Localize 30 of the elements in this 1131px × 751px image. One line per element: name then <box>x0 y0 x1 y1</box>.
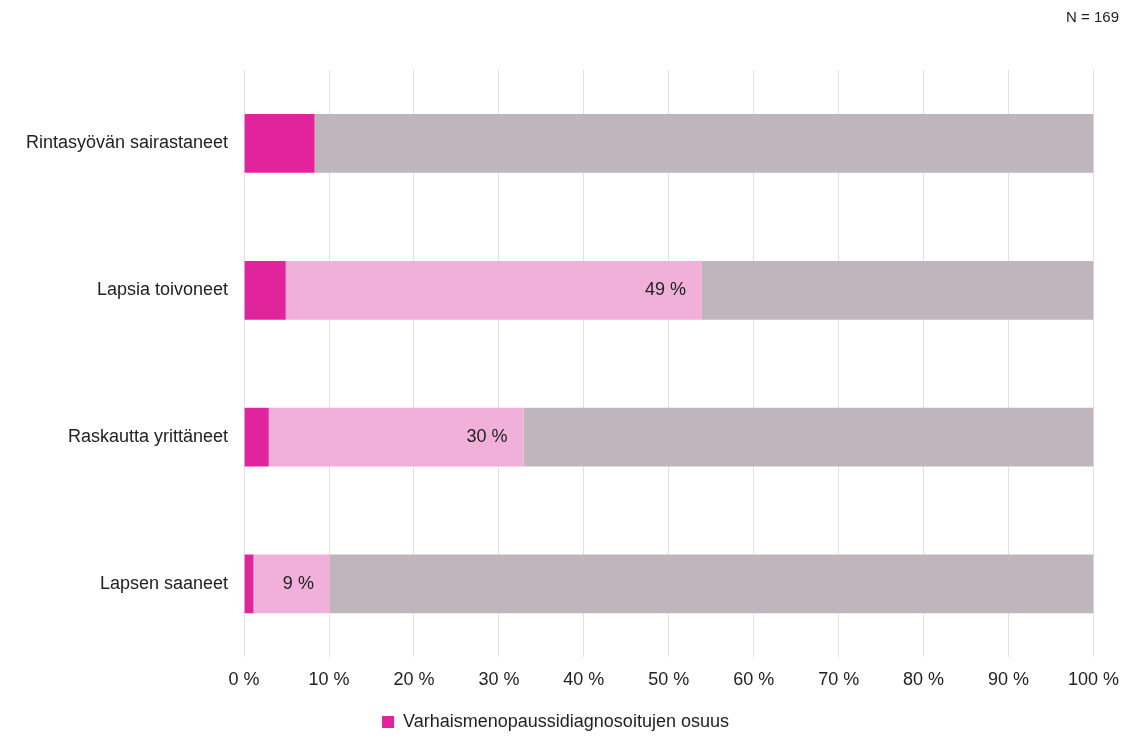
data-label: 49 % <box>644 279 686 300</box>
bar <box>244 260 286 320</box>
y-tick-label: Rintasyövän sairastaneet <box>25 132 229 153</box>
x-tick-label: 100 % <box>1067 669 1119 690</box>
x-tick-label: 90 % <box>988 669 1030 690</box>
text: N = 169 <box>1066 8 1119 25</box>
y-tick-label: Raskautta yrittäneet <box>68 426 229 447</box>
bar <box>701 260 1094 320</box>
x-tick-label: 50 % <box>648 669 690 690</box>
x-tick-label: 30 % <box>478 669 520 690</box>
x-tick-label: 20 % <box>393 669 435 690</box>
bar <box>268 407 524 467</box>
bar <box>244 407 269 467</box>
bar <box>285 260 702 320</box>
bar <box>523 407 1094 467</box>
legend-label: Varhaismenopaussidiagnosoitujen osuus <box>403 710 729 731</box>
x-tick-label: 40 % <box>563 669 605 690</box>
data-label: 30 % <box>466 426 508 447</box>
x-tick-label: 0 % <box>228 669 260 690</box>
y-tick-label: Lapsen saaneet <box>100 572 229 593</box>
x-tick-label: 10 % <box>308 669 350 690</box>
x-tick-label: 70 % <box>818 669 860 690</box>
y-tick-label: Lapsia toivoneet <box>97 279 229 300</box>
bar <box>244 114 315 173</box>
x-tick-label: 60 % <box>733 669 775 690</box>
bar <box>329 554 1094 614</box>
x-tick-label: 80 % <box>903 669 945 690</box>
data-label: 9 % <box>282 572 314 593</box>
bar <box>314 114 1094 173</box>
bar <box>253 554 330 614</box>
